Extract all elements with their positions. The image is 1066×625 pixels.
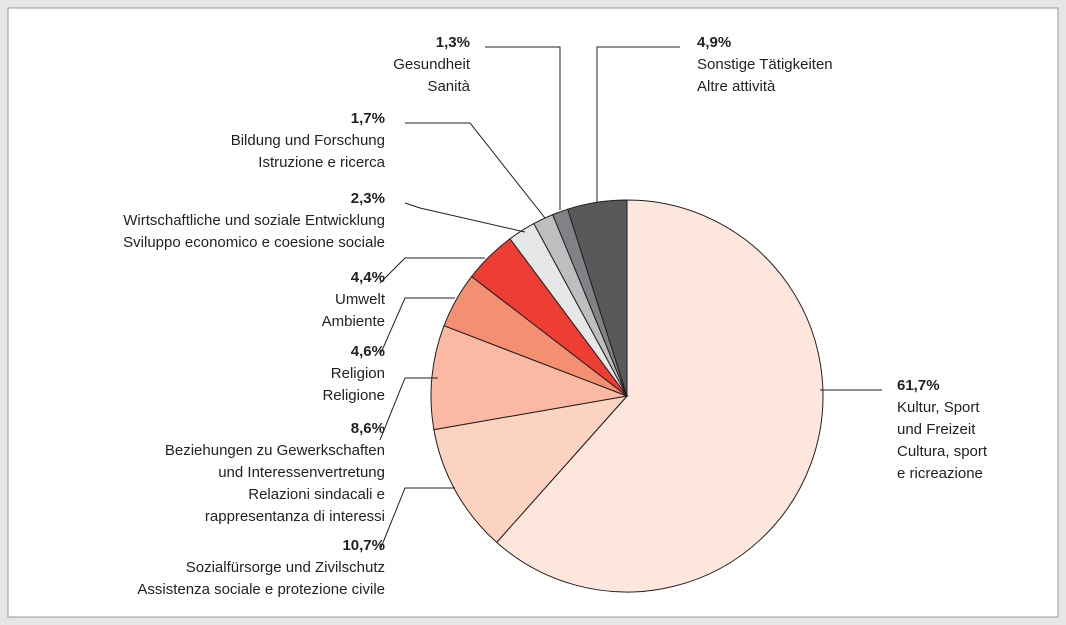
- category-label: Gesundheit: [393, 56, 471, 73]
- leader-line: [405, 122, 546, 219]
- category-label: Istruzione e ricerca: [258, 154, 385, 171]
- leader-line: [485, 46, 561, 210]
- category-label: Sviluppo economico e coesione sociale: [123, 234, 385, 251]
- pie-slice: [567, 199, 628, 397]
- leader-line: [379, 297, 455, 356]
- value-label: 4,4%: [351, 269, 385, 286]
- category-label: Relazioni sindacali e: [248, 486, 385, 503]
- leader-line: [379, 257, 485, 284]
- pie-slice: [495, 199, 824, 593]
- category-label: Religion: [331, 365, 385, 382]
- category-label: Sanità: [427, 78, 470, 95]
- category-label: Beziehungen zu Gewerkschaften: [165, 442, 385, 459]
- category-label: Altre attività: [697, 78, 776, 95]
- category-label: Religione: [322, 387, 385, 404]
- category-label: Ambiente: [322, 313, 385, 330]
- pie-slice: [430, 325, 629, 431]
- value-label: 4,9%: [697, 34, 731, 51]
- category-label: und Interessenvertretung: [218, 464, 385, 481]
- category-label: Umwelt: [335, 291, 386, 308]
- value-label: 10,7%: [342, 537, 385, 554]
- category-label: Bildung und Forschung: [231, 132, 385, 149]
- category-label: Wirtschaftliche und soziale Entwicklung: [123, 212, 385, 229]
- leader-line: [379, 487, 455, 551]
- value-label: 1,7%: [351, 110, 385, 127]
- category-label: Assistenza sociale e protezione civile: [137, 581, 385, 598]
- value-label: 4,6%: [351, 343, 385, 360]
- category-label: und Freizeit: [897, 421, 976, 438]
- pie-slice: [433, 395, 629, 544]
- category-label: rappresentanza di interessi: [205, 508, 385, 525]
- category-label: Kultur, Sport: [897, 399, 980, 416]
- value-label: 2,3%: [351, 190, 385, 207]
- value-label: 61,7%: [897, 377, 940, 394]
- category-label: Sonstige Tätigkeiten: [697, 56, 833, 73]
- value-label: 8,6%: [351, 420, 385, 437]
- category-label: e ricreazione: [897, 465, 983, 482]
- leader-line: [596, 46, 680, 202]
- leader-line: [404, 202, 526, 233]
- leader-line: [379, 377, 438, 441]
- value-label: 1,3%: [436, 34, 470, 51]
- category-label: Sozialfürsorge und Zivilschutz: [186, 559, 385, 576]
- category-label: Cultura, sport: [897, 443, 988, 460]
